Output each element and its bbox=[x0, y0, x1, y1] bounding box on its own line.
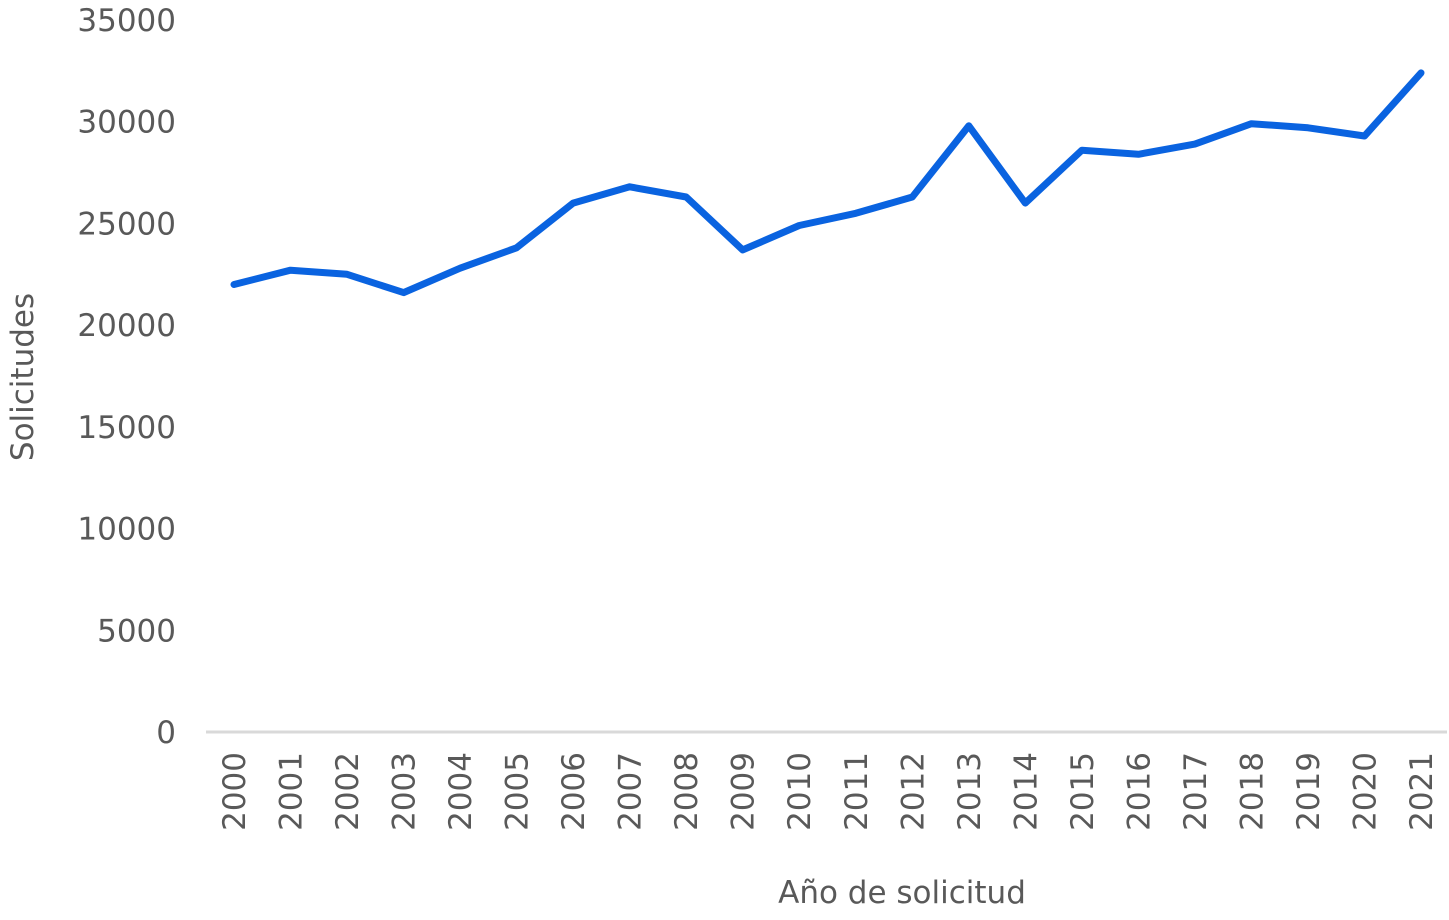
x-tick-label: 2015 bbox=[1065, 752, 1101, 831]
y-tick-label: 5000 bbox=[97, 613, 176, 649]
x-tick-label: 2020 bbox=[1347, 752, 1383, 831]
y-axis-title: Solicitudes bbox=[5, 293, 41, 461]
x-tick-label: 2021 bbox=[1404, 752, 1440, 831]
x-tick-label: 2013 bbox=[952, 752, 988, 831]
y-tick-label: 30000 bbox=[77, 105, 176, 141]
x-axis-title: Año de solicitud bbox=[778, 875, 1026, 911]
x-tick-label: 2007 bbox=[613, 752, 649, 831]
x-tick-label: 2010 bbox=[782, 752, 818, 831]
x-tick-label: 2012 bbox=[895, 752, 931, 831]
x-tick-label: 2014 bbox=[1008, 752, 1044, 831]
x-tick-label: 2003 bbox=[387, 752, 423, 831]
x-tick-label: 2019 bbox=[1291, 752, 1327, 831]
y-tick-label: 15000 bbox=[77, 410, 176, 446]
x-tick-label: 2004 bbox=[443, 752, 479, 831]
y-tick-label: 25000 bbox=[77, 206, 176, 242]
x-tick-label: 2018 bbox=[1234, 752, 1270, 831]
y-tick-label: 35000 bbox=[77, 3, 176, 39]
x-axis-ticks: 2000 2001 2002 2003 2004 2005 2006 2007 2008 2009… bbox=[217, 752, 1440, 831]
series-line bbox=[230, 69, 1425, 297]
x-tick-label: 2017 bbox=[1178, 752, 1214, 831]
x-tick-label: 2009 bbox=[726, 752, 762, 831]
x-tick-label: 2006 bbox=[556, 752, 592, 831]
x-tick-label: 2002 bbox=[330, 752, 366, 831]
x-tick-label: 2011 bbox=[839, 752, 875, 831]
x-tick-label: 2001 bbox=[274, 752, 310, 831]
x-tick-label: 2016 bbox=[1121, 752, 1157, 831]
y-tick-label: 0 bbox=[156, 715, 176, 751]
y-axis-ticks: 0 5000 10000 15000 20000 25000 30000 35000 bbox=[77, 3, 176, 751]
x-tick-label: 2005 bbox=[500, 752, 536, 831]
x-tick-label: 2000 bbox=[217, 752, 253, 831]
y-tick-label: 10000 bbox=[77, 512, 176, 548]
x-tick-label: 2008 bbox=[669, 752, 705, 831]
y-tick-label: 20000 bbox=[77, 308, 176, 344]
